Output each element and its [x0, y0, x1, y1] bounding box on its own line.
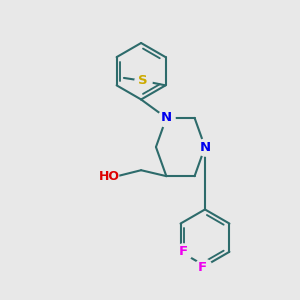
Text: S: S [138, 74, 148, 87]
Text: N: N [200, 140, 211, 154]
Text: HO: HO [99, 170, 120, 183]
Text: N: N [161, 111, 172, 124]
Text: F: F [178, 245, 188, 258]
Text: F: F [198, 261, 207, 274]
